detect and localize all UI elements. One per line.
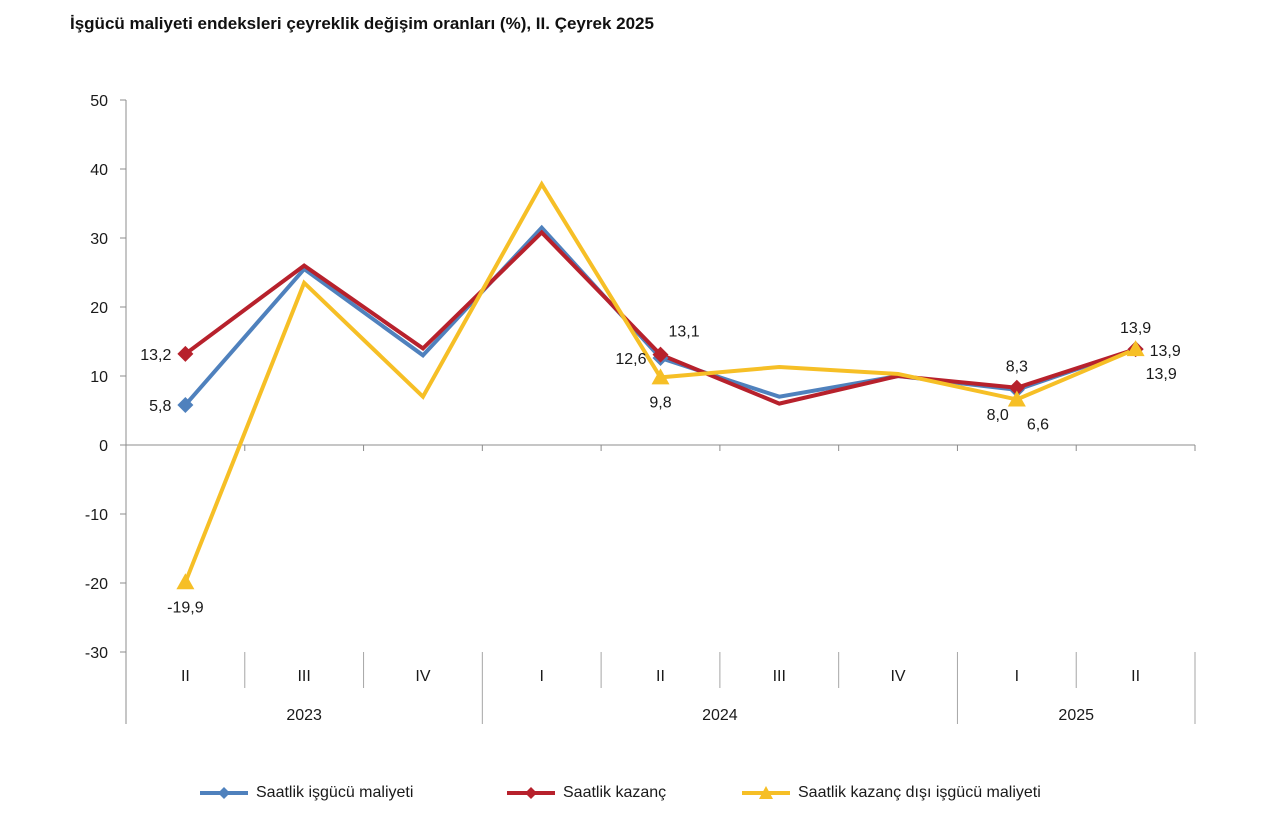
x-tick-label: II — [181, 668, 190, 685]
x-tick-label: III — [773, 668, 786, 685]
year-label: 2024 — [702, 707, 738, 724]
x-tick-label: IV — [890, 668, 905, 685]
chart-legend: Saatlik işgücü maliyeti Saatlik kazanç Saa… — [0, 778, 1280, 814]
data-point — [176, 573, 195, 590]
data-label: 13,9 — [1120, 320, 1151, 337]
data-label: 13,2 — [140, 347, 171, 364]
x-tick-label: II — [1131, 668, 1140, 685]
x-tick-label: II — [656, 668, 665, 685]
y-tick-label: -20 — [85, 576, 108, 593]
legend-swatch — [742, 786, 790, 799]
x-tick-label: III — [297, 668, 310, 685]
year-label: 2025 — [1058, 707, 1094, 724]
data-point — [652, 346, 669, 363]
data-label: -19,9 — [167, 599, 204, 616]
legend-label: Saatlik işgücü maliyeti — [256, 784, 414, 801]
data-point — [651, 368, 670, 385]
data-label: 8,0 — [987, 407, 1009, 424]
y-tick-label: 50 — [90, 93, 108, 110]
legend-swatch — [507, 787, 555, 799]
data-point — [177, 396, 194, 413]
data-point — [1008, 379, 1025, 396]
data-point — [177, 345, 194, 362]
y-tick-label: 10 — [90, 369, 108, 386]
legend-label: Saatlik kazanç dışı işgücü maliyeti — [798, 784, 1041, 801]
legend-item: Saatlik işgücü maliyeti — [200, 784, 413, 802]
data-point — [1126, 340, 1145, 357]
y-tick-label: 30 — [90, 231, 108, 248]
data-label: 12,6 — [615, 351, 646, 368]
x-tick-label: IV — [415, 668, 430, 685]
x-tick-label: I — [1015, 668, 1019, 685]
data-label: 5,8 — [149, 398, 171, 415]
data-label: 13,9 — [1150, 343, 1181, 360]
x-tick-label: I — [539, 668, 543, 685]
data-label: 6,6 — [1027, 416, 1049, 433]
data-label: 8,3 — [1006, 359, 1028, 376]
y-tick-label: 0 — [99, 438, 108, 455]
data-label: 13,1 — [669, 324, 700, 341]
data-label: 9,8 — [649, 394, 671, 411]
y-tick-label: -30 — [85, 645, 108, 662]
y-tick-label: -10 — [85, 507, 108, 524]
legend-item: Saatlik kazanç dışı işgücü maliyeti — [742, 784, 1041, 802]
y-tick-label: 20 — [90, 300, 108, 317]
data-point — [1007, 390, 1026, 407]
chart-title: İşgücü maliyeti endeksleri çeyreklik değ… — [70, 14, 654, 33]
data-label: 13,9 — [1146, 366, 1177, 383]
legend-item: Saatlik kazanç — [507, 784, 666, 802]
legend-swatch — [200, 787, 248, 799]
legend-label: Saatlik kazanç — [563, 784, 667, 801]
y-tick-label: 40 — [90, 162, 108, 179]
year-label: 2023 — [286, 707, 322, 724]
